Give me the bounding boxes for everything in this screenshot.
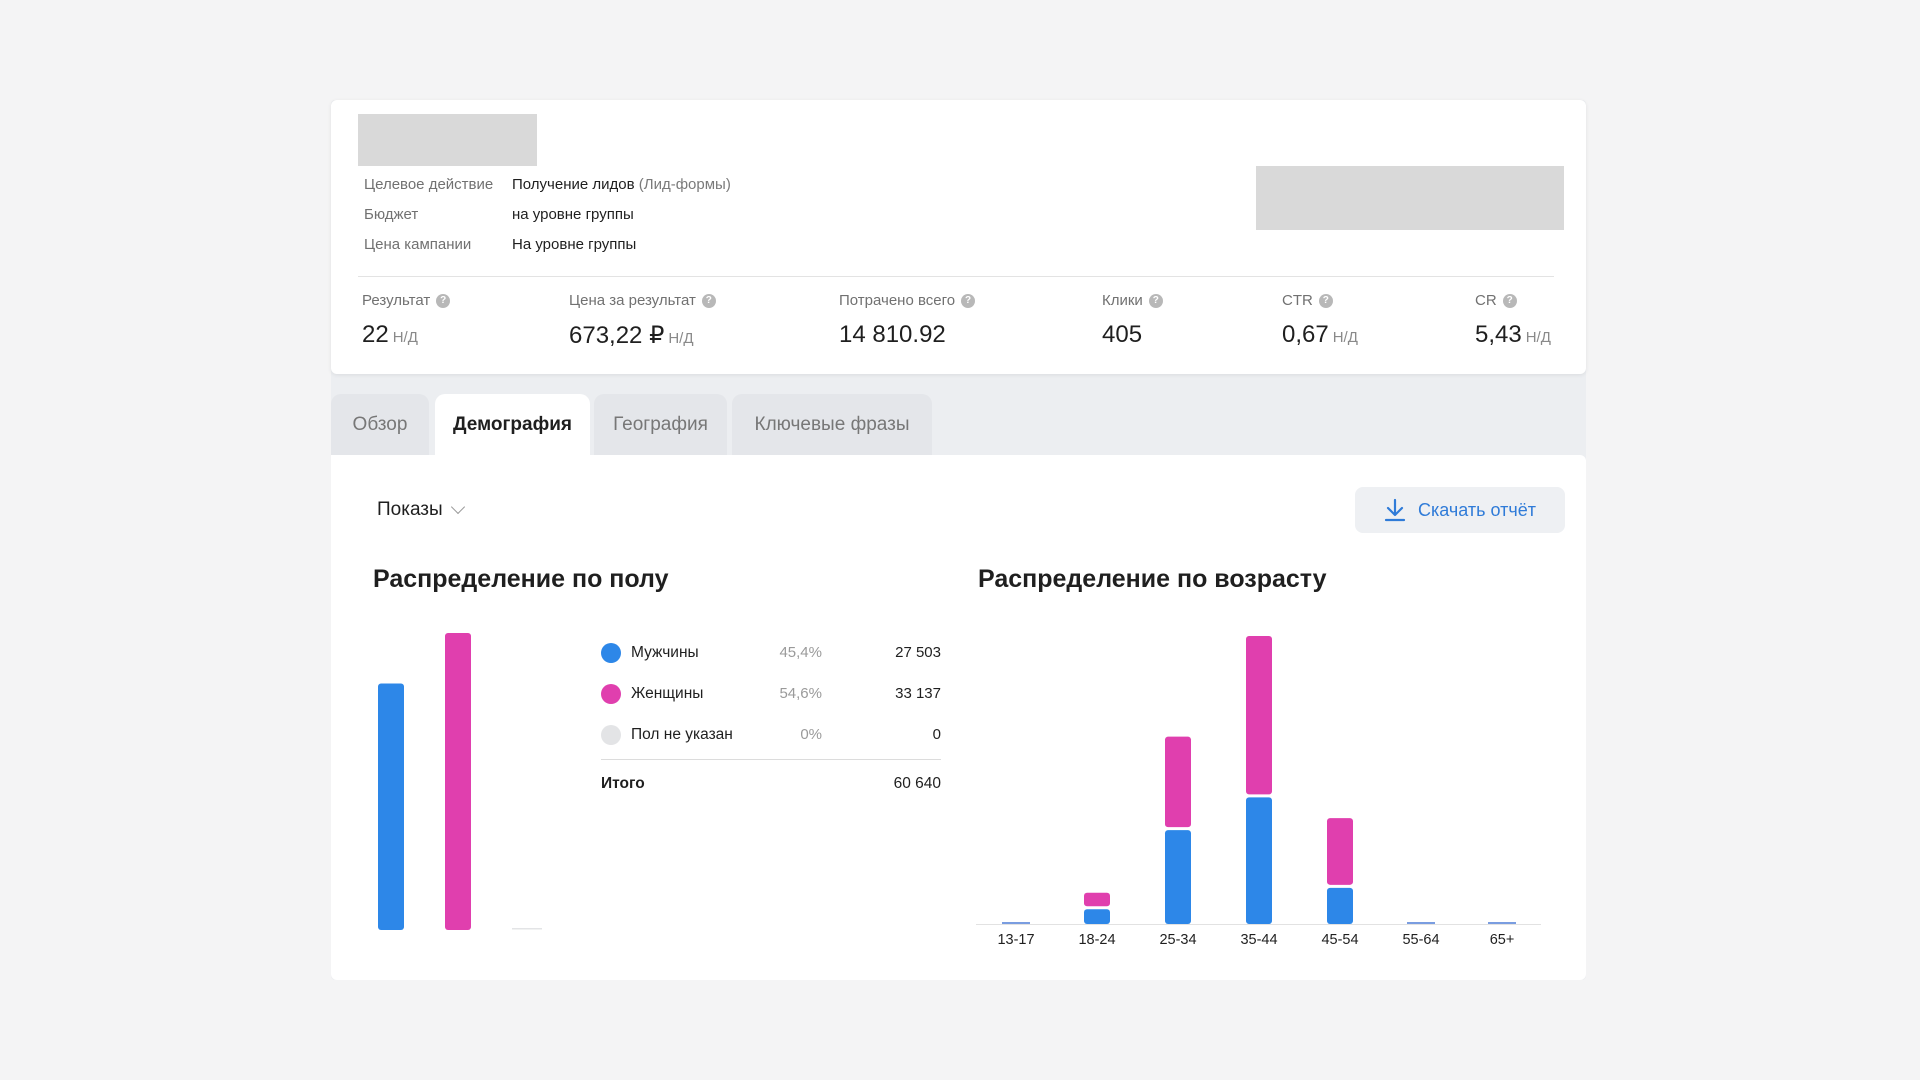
- total-label: Итого: [601, 775, 645, 792]
- age-tick-label: 45-54: [1321, 932, 1358, 948]
- metric-na: Н/Д: [392, 329, 418, 346]
- metric-value: 5,43: [1475, 321, 1522, 348]
- age-tick-label: 18-24: [1078, 932, 1115, 948]
- detail-value: На уровне группы: [512, 236, 637, 253]
- unknown-dot-icon: [601, 725, 621, 745]
- age-tick-label: 25-34: [1159, 932, 1196, 948]
- detail-label: Бюджет: [364, 206, 419, 223]
- legend-value: 27 503: [895, 644, 941, 661]
- campaign-title-placeholder: [358, 114, 537, 166]
- metric-label: Цена за результат: [569, 292, 696, 309]
- metric-label: Клики: [1102, 292, 1143, 309]
- legend-name: Пол не указан: [631, 726, 733, 743]
- age-chart-title: Распределение по возрасту: [978, 565, 1327, 593]
- metric-label: CTR: [1282, 292, 1313, 309]
- female-dot-icon: [601, 684, 621, 704]
- help-icon[interactable]: ?: [1502, 293, 1517, 308]
- legend-value: 0: [932, 726, 941, 743]
- age-bar-empty: [1002, 922, 1030, 924]
- detail-label: Целевое действие: [364, 176, 494, 193]
- legend-row-male: Мужчины 45,4% 27 503: [601, 638, 941, 668]
- gender-bar-chart: [378, 633, 542, 930]
- detail-label: Цена кампании: [364, 236, 472, 253]
- tab-keywords[interactable]: Ключевые фразы: [732, 394, 932, 456]
- age-tick-label: 65+: [1490, 932, 1515, 948]
- gender-bar-empty: [512, 928, 542, 930]
- legend-name: Мужчины: [631, 644, 699, 661]
- download-icon: [1384, 498, 1406, 522]
- legend-row-unknown: Пол не указан 0% 0: [601, 720, 941, 750]
- age-bar-female: [1246, 636, 1272, 795]
- campaign-info-card: Целевое действие Получение лидов (Лид-фо…: [331, 100, 1586, 374]
- metric-cost-per-result: Цена за результат? 673,22 ₽ Н/Д: [569, 292, 716, 350]
- gender-bar: [378, 683, 404, 930]
- demography-content: Показы Скачать отчёт Распределение по по…: [331, 455, 1586, 980]
- age-bar-female: [1165, 736, 1191, 828]
- age-bar-male: [1246, 797, 1272, 924]
- metric-spent-total: Потрачено всего? 14 810.92: [839, 292, 976, 349]
- legend-value: 33 137: [895, 685, 941, 702]
- help-icon[interactable]: ?: [701, 293, 716, 308]
- download-report-button[interactable]: Скачать отчёт: [1355, 487, 1565, 533]
- gender-bar: [445, 633, 471, 930]
- metric-value: 14 810.92: [839, 321, 946, 348]
- metric-value: 673,22 ₽: [569, 322, 665, 349]
- age-tick-label: 13-17: [997, 932, 1034, 948]
- metric-na: Н/Д: [1332, 329, 1358, 346]
- metric-select[interactable]: Показы: [377, 499, 465, 521]
- chevron-down-icon: [450, 499, 465, 515]
- metric-ctr: CTR? 0,67 Н/Д: [1282, 292, 1358, 349]
- tab-overview[interactable]: Обзор: [331, 394, 429, 456]
- legend-name: Женщины: [631, 685, 704, 702]
- help-icon[interactable]: ?: [436, 293, 451, 308]
- metric-value: 405: [1102, 321, 1143, 348]
- legend-divider: [601, 759, 941, 760]
- age-bar-male: [1327, 887, 1353, 924]
- help-icon[interactable]: ?: [961, 293, 976, 308]
- metric-label: Результат: [362, 292, 431, 309]
- metric-value: 0,67: [1282, 321, 1329, 348]
- age-bar-female: [1084, 892, 1110, 907]
- metric-result: Результат? 22 Н/Д: [362, 292, 451, 349]
- age-bar-chart: 13-17 18-24 25-34 35-44 45-54 55-64 65+: [976, 636, 1541, 948]
- age-tick-label: 55-64: [1402, 932, 1439, 948]
- metric-na: Н/Д: [668, 330, 694, 347]
- legend-percent: 0%: [800, 726, 822, 743]
- legend-percent: 54,6%: [779, 685, 822, 702]
- detail-value: Получение лидов (Лид-формы): [512, 176, 731, 193]
- age-tick-label: 35-44: [1240, 932, 1277, 948]
- metric-value: 22: [362, 321, 389, 348]
- male-dot-icon: [601, 643, 621, 663]
- age-bar-empty: [1407, 922, 1435, 924]
- age-bar-male: [1084, 909, 1110, 924]
- age-bar-empty: [1488, 922, 1516, 924]
- detail-value: на уровне группы: [512, 206, 634, 223]
- legend-row-female: Женщины 54,6% 33 137: [601, 679, 941, 709]
- metrics-divider: [358, 276, 1554, 277]
- age-bar-female: [1327, 818, 1353, 885]
- metric-na: Н/Д: [1525, 329, 1551, 346]
- campaign-status-placeholder: [1256, 166, 1564, 230]
- metric-cr: CR? 5,43 Н/Д: [1475, 292, 1551, 349]
- tab-demography[interactable]: Демография: [435, 394, 590, 456]
- legend-percent: 45,4%: [779, 644, 822, 661]
- metric-label: CR: [1475, 292, 1497, 309]
- tab-geography[interactable]: География: [594, 394, 727, 456]
- age-bar-male: [1165, 830, 1191, 924]
- total-value: 60 640: [893, 775, 941, 792]
- download-report-label: Скачать отчёт: [1418, 499, 1536, 520]
- gender-chart-title: Распределение по полу: [373, 565, 669, 593]
- help-icon[interactable]: ?: [1318, 293, 1333, 308]
- help-icon[interactable]: ?: [1148, 293, 1163, 308]
- metric-clicks: Клики? 405: [1102, 292, 1163, 349]
- metric-label: Потрачено всего: [839, 292, 956, 309]
- metric-select-value: Показы: [377, 499, 443, 520]
- detail-extra: (Лид-формы): [638, 176, 731, 193]
